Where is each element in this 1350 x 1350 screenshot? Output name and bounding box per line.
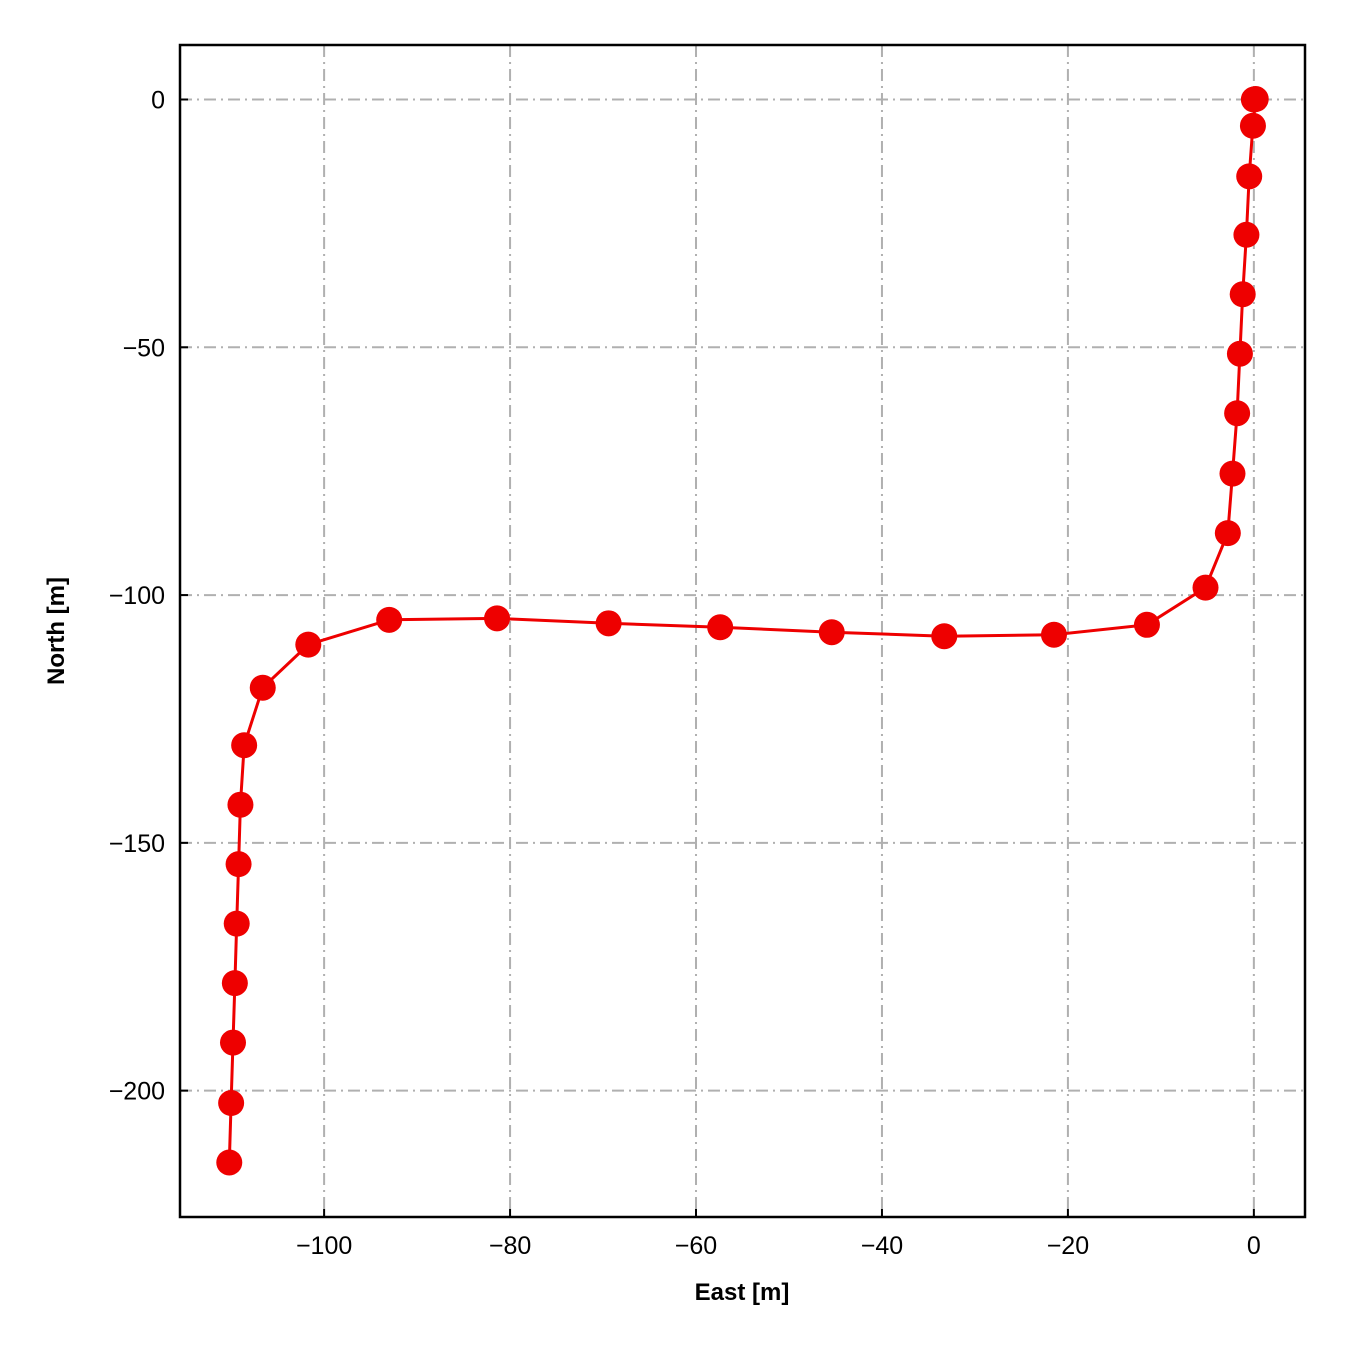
- y-tick-label: −50: [123, 334, 165, 362]
- data-point: [223, 910, 250, 937]
- data-point: [218, 1090, 245, 1117]
- data-point: [931, 623, 958, 650]
- data-point: [484, 605, 511, 632]
- data-point: [219, 1029, 246, 1056]
- x-tick-label: −20: [1047, 1232, 1089, 1260]
- data-point: [249, 674, 276, 701]
- data-point: [227, 791, 254, 818]
- data-point: [1236, 163, 1263, 190]
- data-point: [1239, 112, 1266, 139]
- data-point: [1226, 340, 1253, 367]
- data-point: [1192, 574, 1219, 601]
- data-point: [1219, 460, 1246, 487]
- data-point: [707, 614, 734, 641]
- data-point: [216, 1149, 243, 1176]
- data-point: [295, 631, 322, 658]
- data-point: [1214, 520, 1241, 547]
- x-axis-label: East [m]: [695, 1279, 790, 1306]
- data-point: [1242, 86, 1269, 113]
- y-axis-label: North [m]: [43, 577, 70, 685]
- x-tick-label: 0: [1247, 1232, 1261, 1260]
- data-point: [595, 610, 622, 637]
- x-tick-label: −100: [296, 1232, 352, 1260]
- y-tick-label: −150: [109, 830, 165, 858]
- y-tick-label: 0: [151, 87, 165, 115]
- series: [216, 86, 1269, 1176]
- data-point: [1133, 611, 1160, 638]
- data-point: [1224, 400, 1251, 427]
- data-point: [221, 970, 248, 997]
- data-point: [225, 851, 252, 878]
- grid: [180, 45, 1305, 1217]
- y-tick-label: −200: [109, 1078, 165, 1106]
- data-point: [376, 606, 403, 633]
- data-point: [1233, 221, 1260, 248]
- x-tick-label: −80: [489, 1232, 531, 1260]
- data-point: [1040, 621, 1067, 648]
- data-point: [1229, 281, 1256, 308]
- x-tick-label: −40: [861, 1232, 903, 1260]
- data-point: [231, 732, 258, 759]
- ticks: −100 −80 −60 −40 −20 00−50−100−150−200: [109, 87, 1261, 1260]
- y-tick-label: −100: [109, 582, 165, 610]
- plot-frame: [178, 43, 1307, 1219]
- x-tick-label: −60: [675, 1232, 717, 1260]
- data-point: [818, 619, 845, 646]
